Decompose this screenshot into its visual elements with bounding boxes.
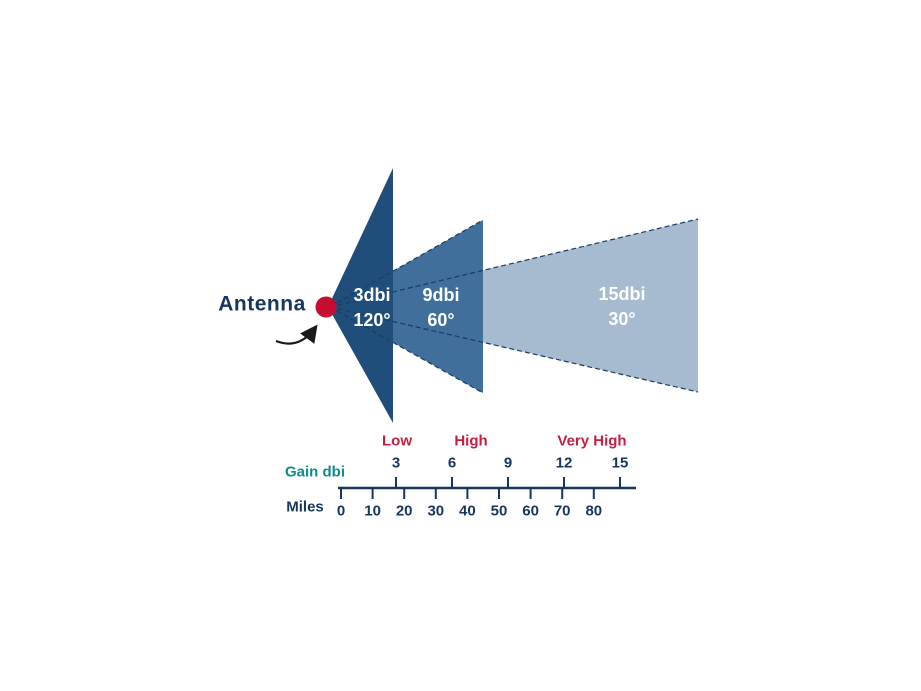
miles-tick-label-10: 10	[364, 502, 381, 520]
gain-axis-label: Gain dbi	[285, 463, 345, 481]
beam-edge-15dbi-bottom	[329, 306, 699, 393]
antenna-dot	[315, 296, 337, 318]
wedge-3dbi	[328, 168, 393, 423]
gain-tick-label-6: 6	[447, 454, 457, 472]
wedge-9dbi-angle-label: 60°	[427, 310, 455, 330]
gain-tick-label-9: 9	[503, 454, 513, 472]
beam-edge-9dbi-bottom	[329, 306, 484, 394]
miles-tick-label-70: 70	[553, 502, 571, 520]
wedge-15dbi-gain-label: 15dbi	[598, 284, 646, 304]
wedge-9dbi-gain-label: 9dbi	[422, 285, 460, 305]
band-label-very-high: Very High	[557, 432, 627, 450]
wedge-3dbi-angle-label: 120°	[353, 310, 391, 330]
wedge-15dbi-angle-label: 30°	[608, 309, 636, 329]
miles-axis-label: Miles	[286, 498, 324, 516]
gain-tick-label-3: 3	[391, 454, 401, 472]
antenna-label: Antenna	[218, 292, 306, 316]
beam-edge-15dbi-top	[329, 218, 699, 308]
beam-edge-9dbi-top	[329, 219, 484, 308]
beam-edge-lines	[329, 218, 699, 394]
miles-tick-label-0: 0	[336, 502, 346, 520]
miles-tick-label-60: 60	[522, 502, 539, 520]
miles-tick-label-30: 30	[427, 502, 445, 520]
band-label-high: High	[454, 432, 488, 450]
wedge-3dbi-gain-label: 3dbi	[353, 285, 391, 305]
miles-tick-label-50: 50	[490, 502, 508, 520]
miles-tick-label-20: 20	[395, 502, 413, 520]
band-label-low: Low	[382, 432, 412, 450]
wedge-15dbi	[330, 219, 698, 392]
scale-ticks	[340, 477, 621, 499]
antenna-pointer-arrow	[275, 324, 318, 345]
wedge-9dbi	[330, 220, 483, 393]
gain-tick-label-15: 15	[611, 454, 629, 472]
gain-tick-label-12: 12	[555, 454, 573, 472]
miles-tick-label-40: 40	[459, 502, 476, 520]
miles-tick-label-80: 80	[585, 502, 603, 520]
